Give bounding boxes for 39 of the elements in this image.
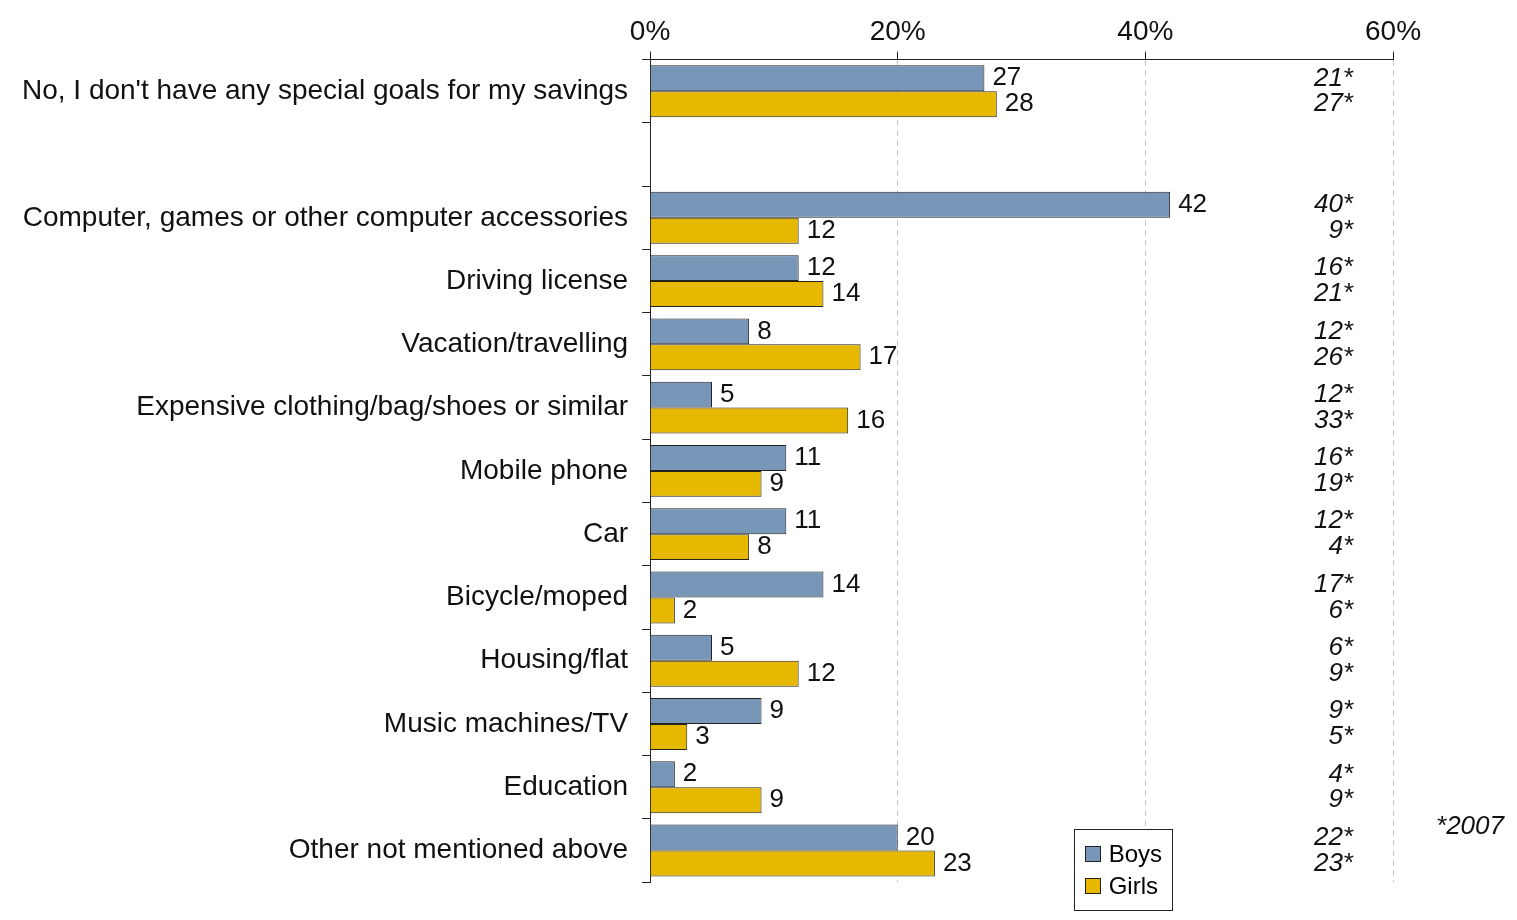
data-label: 2 xyxy=(682,757,698,788)
data-label: 20 xyxy=(905,820,935,851)
data-label: 5 xyxy=(720,630,735,661)
x-tick-label: 40% xyxy=(1117,14,1174,46)
y-tick-label: Vacation/travelling xyxy=(401,327,629,359)
y-tick-label: No, I don't have any special goals for my savings xyxy=(21,73,629,105)
y-tick-label: Car xyxy=(582,516,629,548)
x-tick-label: 60% xyxy=(1364,14,1422,46)
x-tick-label: 0% xyxy=(629,14,671,46)
text: *2007 xyxy=(1436,810,1506,841)
y-tick-label: Mobile phone xyxy=(459,453,629,485)
y-tick-label: Music machines/TV xyxy=(383,706,629,738)
legend-label: Boys xyxy=(1108,840,1162,868)
data-label: 9 xyxy=(769,694,785,725)
y-tick-label: Bicycle/moped xyxy=(446,580,629,612)
data-label: 16 xyxy=(856,403,886,434)
legend-label: Girls xyxy=(1108,872,1158,900)
data-label: 8 xyxy=(757,530,772,561)
data-label: 2 xyxy=(682,593,698,624)
data-label: 8 xyxy=(757,314,772,345)
data-label: 5 xyxy=(720,377,735,408)
y-tick-label: Other not mentioned above xyxy=(288,833,629,865)
y-tick-label: Education xyxy=(503,770,629,801)
data-label: 9 xyxy=(769,467,785,498)
data-label: 12 xyxy=(806,213,836,244)
data-label: 11 xyxy=(794,441,822,472)
data-label: 11 xyxy=(794,504,822,535)
data-label: 14 xyxy=(831,567,861,598)
data-label: 23 xyxy=(942,846,972,877)
y-tick-label: Expensive clothing/bag/shoes or similar xyxy=(136,390,629,422)
y-tick-label: Driving license xyxy=(446,263,629,295)
x-tick-label: 20% xyxy=(869,14,926,46)
y-tick-label: Computer, games or other computer accessories xyxy=(22,200,629,232)
data-label: 9 xyxy=(769,783,785,814)
data-label: 3 xyxy=(695,720,710,751)
data-label: 17 xyxy=(868,340,898,371)
data-label: 12 xyxy=(806,656,836,687)
y-tick-label: Housing/flat xyxy=(480,643,629,675)
data-label: 42 xyxy=(1178,187,1208,218)
